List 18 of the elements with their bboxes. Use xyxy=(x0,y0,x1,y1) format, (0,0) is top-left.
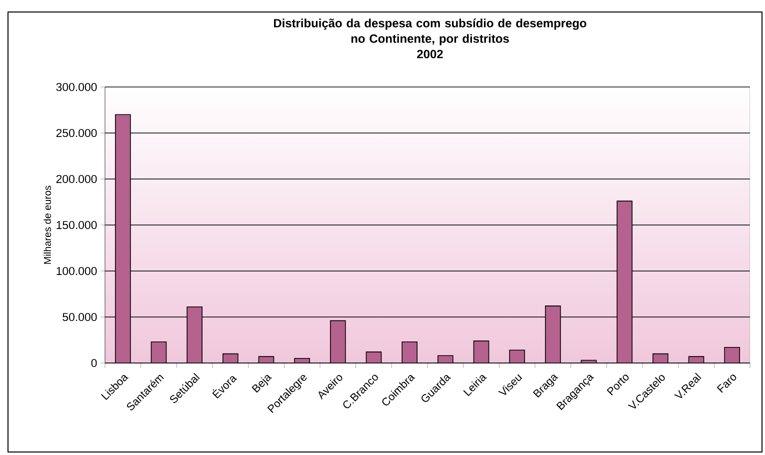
y-tick-label: 50.000 xyxy=(62,312,97,322)
chart-title: Distribuição da despesa com subsídio de desemprego no Continente, por distritos 2002 xyxy=(274,18,586,58)
x-tick-label: Faro xyxy=(716,374,736,393)
bar xyxy=(473,340,490,363)
y-tick-label: 250.000 xyxy=(56,128,97,138)
bar xyxy=(616,200,632,363)
y-tick-label: 300.000 xyxy=(56,82,97,92)
bar xyxy=(186,306,202,363)
y-tick-label: 150.000 xyxy=(56,220,97,230)
bar xyxy=(545,306,561,363)
y-tick-label: 0 xyxy=(91,358,97,368)
y-tick-label: 100.000 xyxy=(56,266,97,276)
bar xyxy=(150,341,167,363)
bar xyxy=(402,341,418,363)
y-tick-label: 200.000 xyxy=(56,174,97,184)
bar xyxy=(330,320,346,363)
y-axis-title: Milhares de euros xyxy=(44,186,51,264)
bar xyxy=(115,114,131,363)
